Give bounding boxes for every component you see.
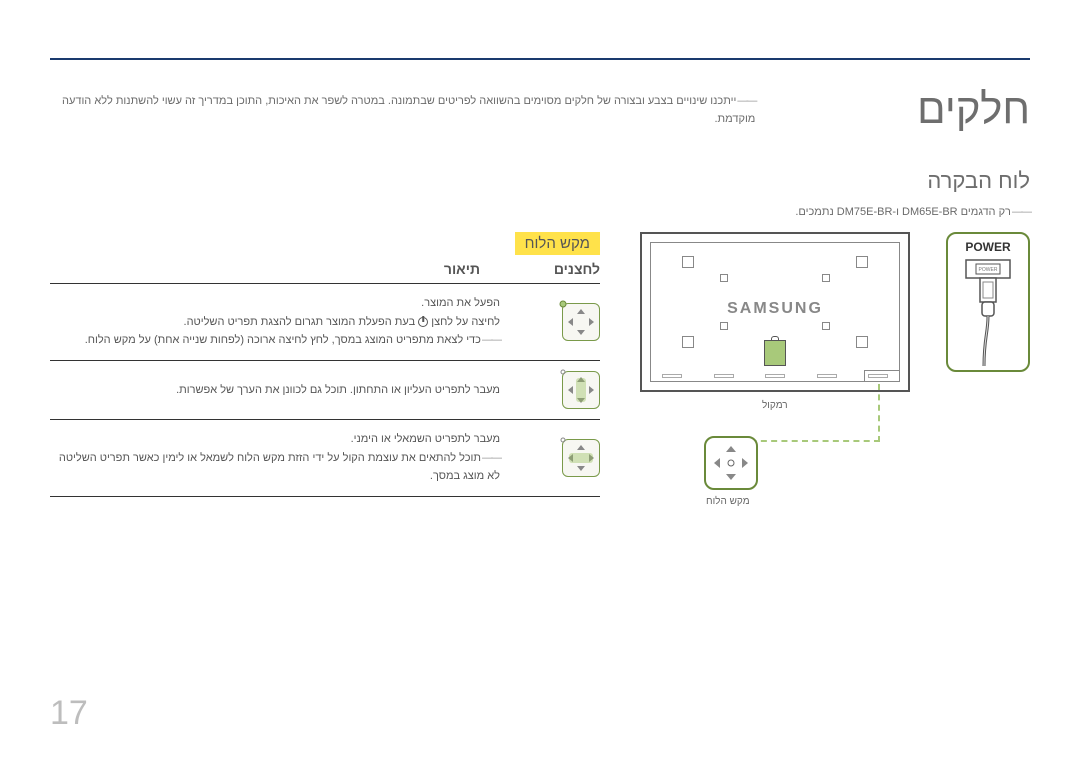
- panel-key-heading: מקש הלוח: [515, 232, 600, 255]
- buttons-table: לחצנים תיאור הפעל את המוצר. לחיצה על לחצ…: [50, 255, 600, 497]
- power-icon: [418, 317, 428, 327]
- row-desc-main: מעבר לתפריט השמאלי או הימני.: [50, 430, 500, 449]
- panel-key-diagram: [704, 436, 758, 490]
- pad-vertical-icon: [562, 371, 600, 409]
- row-desc-sub: לחיצה על לחצן בעת הפעלת המוצר תגרום להצג…: [50, 313, 500, 332]
- model-support-note: רק הדגמים DM65E-BR ו-DM75E-BR נתמכים.: [795, 206, 1030, 218]
- col-header-buttons: לחצנים: [520, 261, 600, 277]
- device-diagram: POWER POWER: [630, 232, 1030, 512]
- bottom-ports: [662, 374, 888, 380]
- table-header: לחצנים תיאור: [50, 255, 600, 284]
- row-desc-note: תוכל להתאים את עוצמת הקול על ידי הזזת מק…: [50, 449, 500, 486]
- table-row: מעבר לתפריט השמאלי או הימני. תוכל להתאים…: [50, 420, 600, 497]
- col-header-desc: תיאור: [50, 261, 520, 277]
- speaker-label: רמקול: [762, 400, 788, 411]
- row-desc-main: הפעל את המוצר.: [50, 294, 500, 313]
- svg-text:POWER: POWER: [979, 267, 998, 273]
- panel-key-label: מקש הלוח: [706, 496, 750, 507]
- section-title: לוח הבקרה: [795, 168, 1030, 194]
- power-connector-callout: POWER POWER: [946, 232, 1030, 372]
- brand-logo: SAMSUNG: [727, 300, 823, 318]
- row-desc-note: כדי לצאת מתפריט המוצג במסך, לחץ לחיצה אר…: [50, 331, 500, 350]
- disclaimer-text: ייתכנו שינויים בצבע ובצורה של חלקים מסוי…: [50, 93, 755, 128]
- power-label: POWER: [948, 240, 1028, 254]
- row-desc-main: מעבר לתפריט העליון או התחתון. תוכל גם לכ…: [50, 381, 500, 400]
- power-cable-icon: POWER: [958, 258, 1018, 366]
- speaker-highlight: [764, 340, 786, 366]
- pad-horizontal-icon: [562, 439, 600, 477]
- page-number: 17: [50, 694, 88, 733]
- table-row: מעבר לתפריט העליון או התחתון. תוכל גם לכ…: [50, 361, 600, 420]
- top-rule: [50, 58, 1030, 60]
- pad-center-icon: [562, 303, 600, 341]
- chapter-title: חלקים: [795, 85, 1030, 133]
- display-rear-view: SAMSUNG: [640, 232, 910, 392]
- table-row: הפעל את המוצר. לחיצה על לחצן בעת הפעלת ה…: [50, 284, 600, 361]
